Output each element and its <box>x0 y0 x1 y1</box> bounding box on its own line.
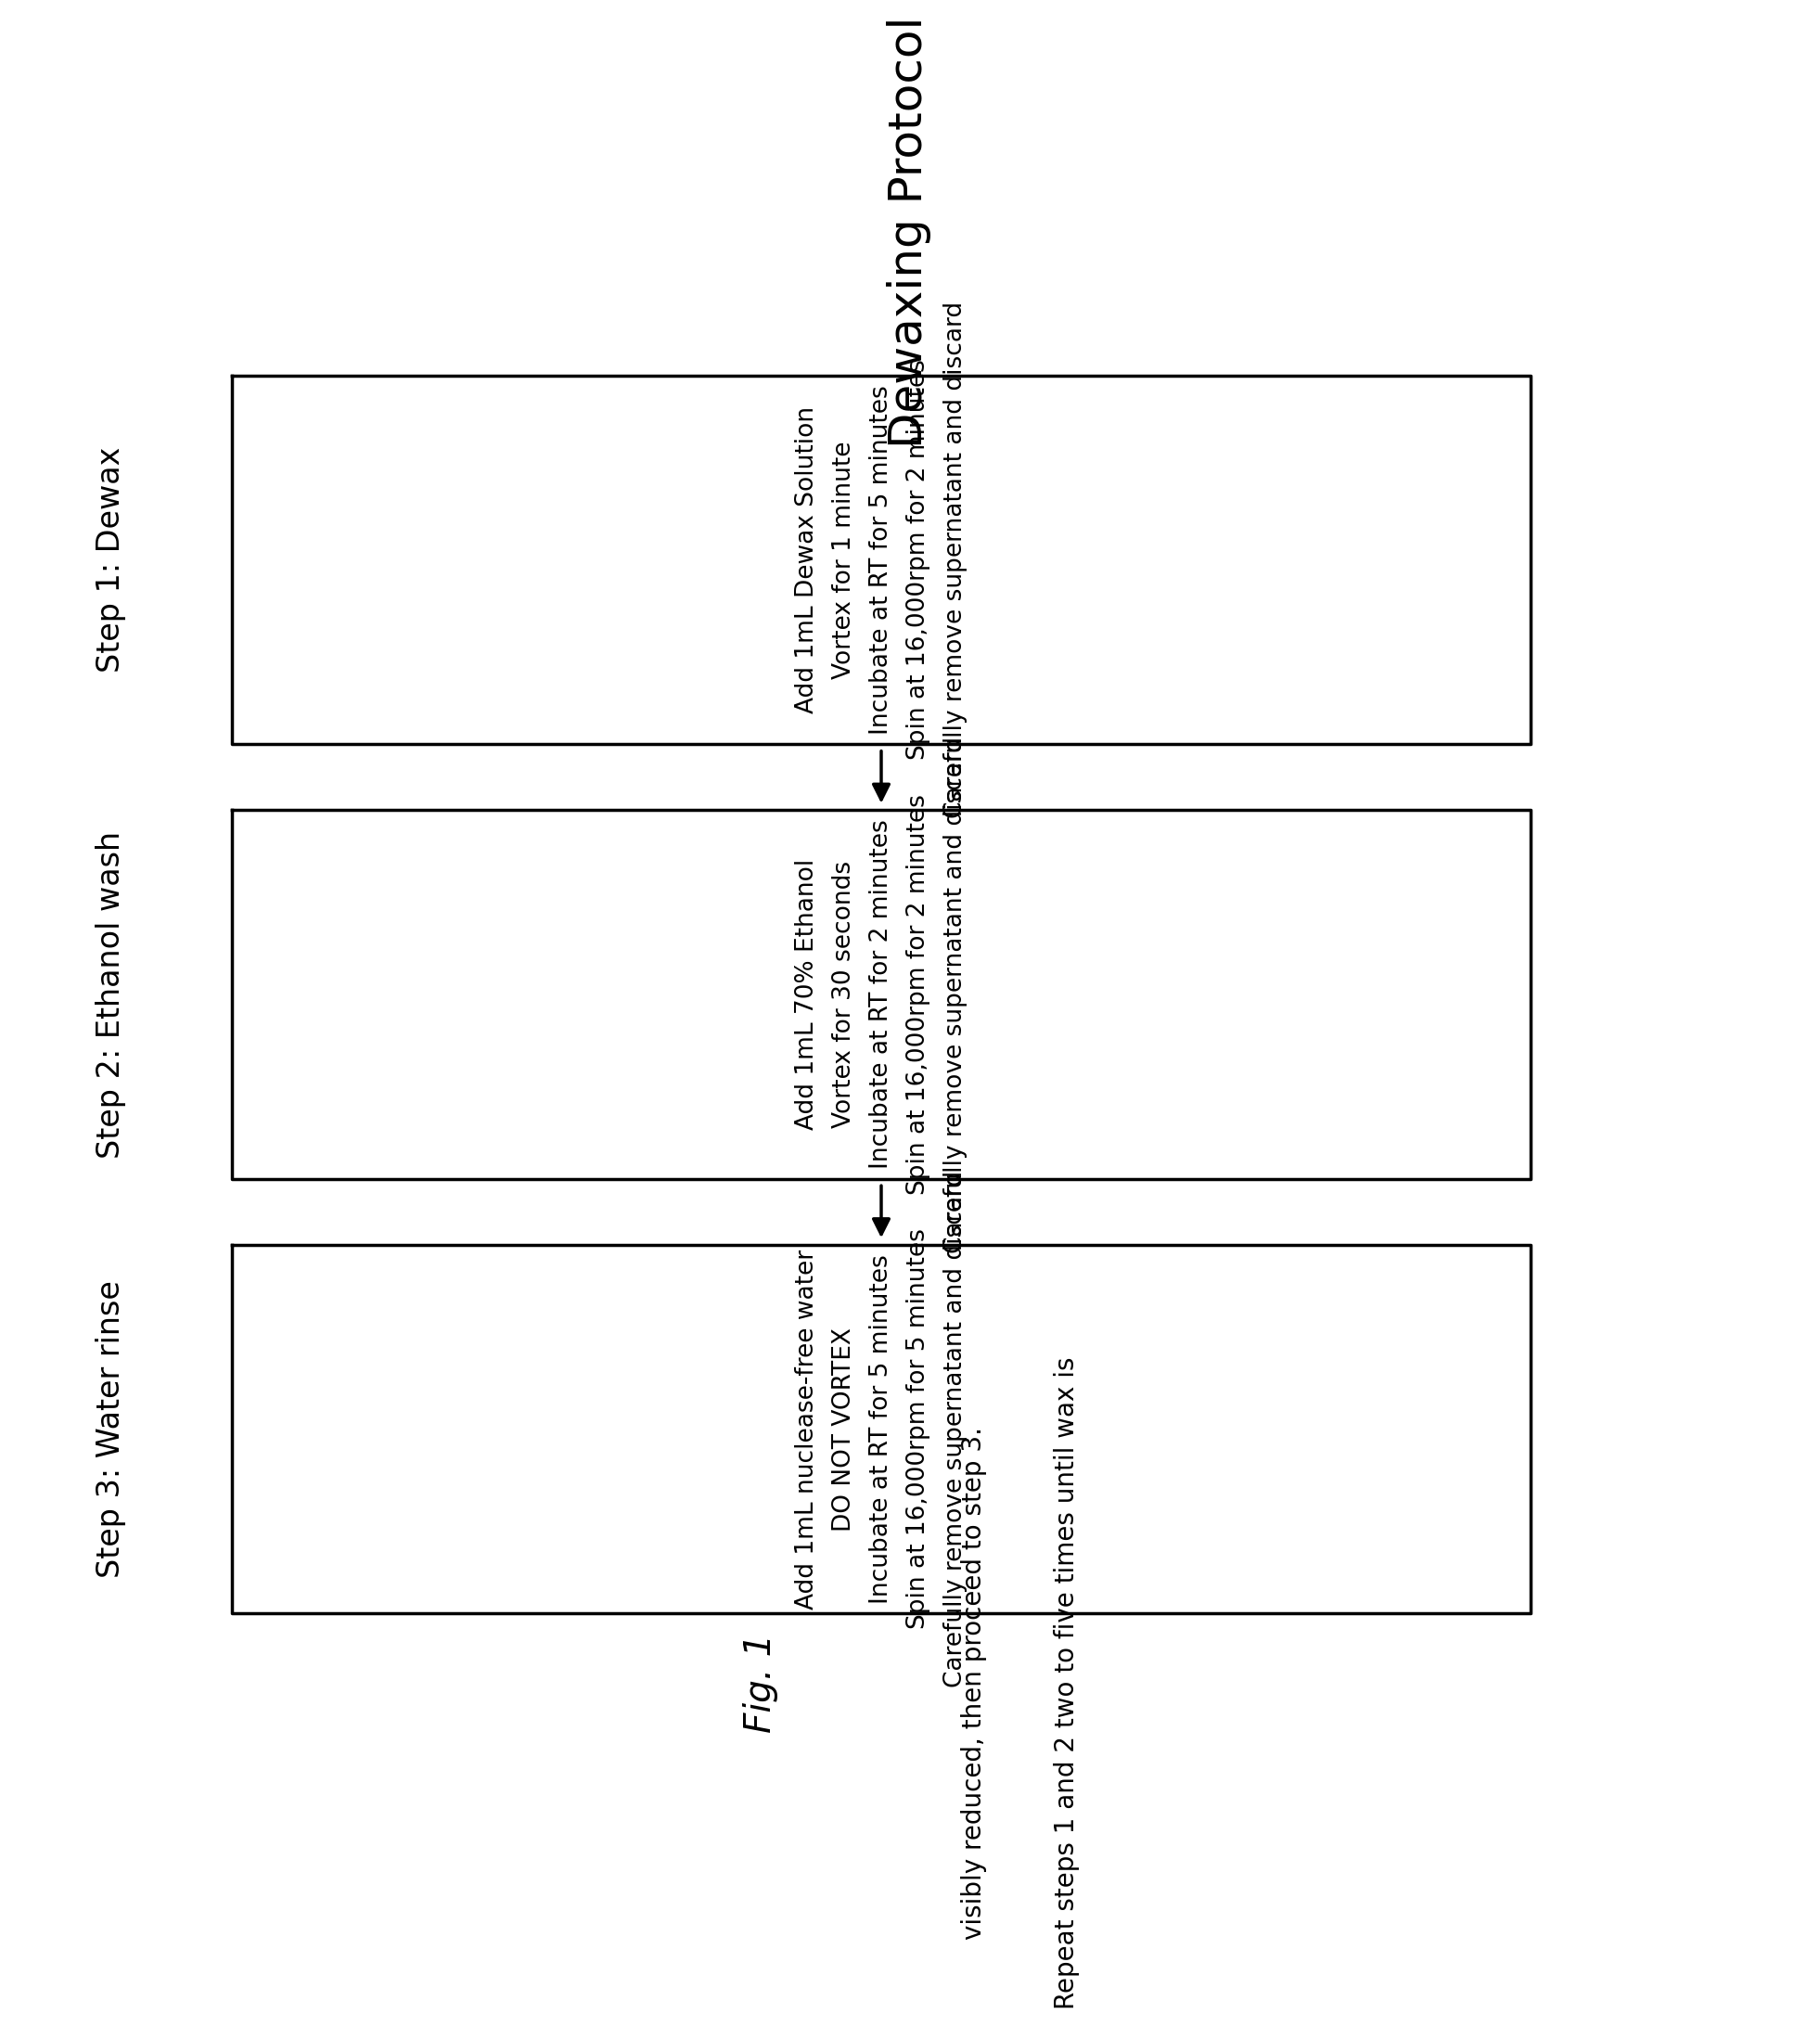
Text: Add 1mL nuclease-free water
DO NOT VORTEX
Incubate at RT for 5 minutes
Spin at 1: Add 1mL nuclease-free water DO NOT VORTE… <box>795 1170 968 1688</box>
Text: Step 3: Water rinse: Step 3: Water rinse <box>96 1280 127 1578</box>
Text: Add 1mL 70% Ethanol
Vortex for 30 seconds
Incubate at RT for 2 minutes
Spin at 1: Add 1mL 70% Ethanol Vortex for 30 second… <box>795 736 968 1252</box>
Text: Fig. 1: Fig. 1 <box>743 1633 779 1733</box>
Text: Repeat steps 1 and 2 two to five times until wax is: Repeat steps 1 and 2 two to five times u… <box>1054 1358 1079 2010</box>
Text: Step 1: Dewax: Step 1: Dewax <box>96 447 127 673</box>
Text: visibly reduced, then proceed to step 3.: visibly reduced, then proceed to step 3. <box>961 1427 986 1939</box>
Text: Step 2: Ethanol wash: Step 2: Ethanol wash <box>96 830 127 1158</box>
Text: Add 1mL Dewax Solution
Vortex for 1 minute
Incubate at RT for 5 minutes
Spin at : Add 1mL Dewax Solution Vortex for 1 minu… <box>795 302 968 818</box>
Text: Dewaxing Protocol: Dewaxing Protocol <box>886 16 932 449</box>
